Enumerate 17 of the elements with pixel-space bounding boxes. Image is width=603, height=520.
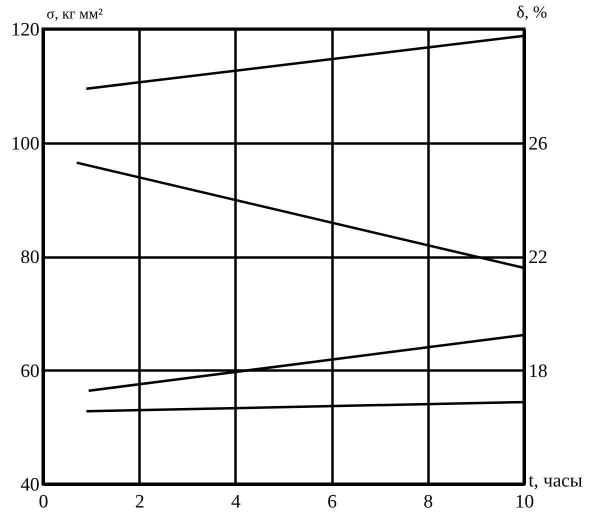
x-tick-label: 8 (424, 492, 434, 512)
x-tick-label: 6 (327, 492, 337, 512)
y-tick-label: 120 (11, 20, 40, 40)
y-tick-label: 80 (20, 247, 40, 268)
x-axis-title: t, часы (528, 470, 583, 492)
y-tick-label: 40 (20, 474, 40, 496)
x-tick-label: 10 (515, 492, 534, 512)
y2-tick-label: 22 (528, 247, 548, 268)
y-tick-label: 100 (11, 133, 40, 154)
x-tick-label: 0 (38, 492, 48, 512)
x-tick-label: 4 (231, 492, 242, 512)
y2-axis-title: δ, % (516, 2, 548, 22)
y-axis-title: σ, кг мм² (46, 6, 104, 22)
y2-tick-label: 18 (528, 360, 548, 382)
y-tick-label: 60 (20, 360, 40, 382)
y2-tick-label: 26 (528, 133, 548, 154)
x-tick-label: 2 (134, 492, 144, 512)
